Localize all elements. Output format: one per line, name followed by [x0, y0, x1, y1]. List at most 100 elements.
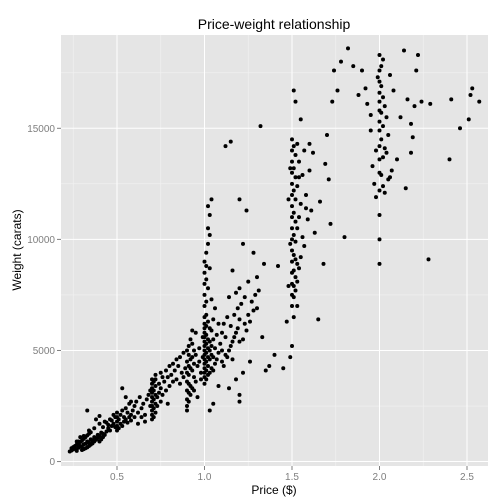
data-point	[207, 370, 212, 375]
data-point	[192, 375, 196, 380]
data-point	[356, 92, 361, 97]
data-point	[164, 368, 168, 373]
data-point	[207, 212, 212, 217]
data-point	[290, 192, 294, 197]
data-point	[129, 399, 133, 404]
data-point	[87, 428, 91, 433]
data-point	[134, 399, 139, 404]
data-point	[335, 88, 340, 93]
data-point	[244, 328, 249, 333]
data-point	[297, 266, 301, 271]
data-point	[230, 268, 235, 273]
chart-title: Price-weight relationship	[198, 16, 351, 32]
data-point	[97, 414, 102, 419]
data-point	[377, 212, 382, 217]
data-point	[251, 308, 256, 313]
data-point	[276, 264, 280, 269]
data-point	[206, 364, 210, 369]
data-point	[290, 215, 294, 220]
data-point	[384, 115, 389, 120]
data-point	[206, 286, 210, 291]
data-point	[209, 328, 214, 333]
data-point	[235, 326, 240, 331]
data-point	[244, 208, 249, 213]
data-point	[125, 420, 130, 425]
data-point	[381, 124, 385, 129]
data-point	[382, 146, 387, 151]
data-point	[295, 304, 300, 309]
data-point	[204, 359, 209, 364]
data-point	[213, 306, 217, 311]
data-point	[377, 188, 382, 193]
data-point	[123, 406, 128, 411]
data-point	[384, 150, 389, 155]
data-point	[202, 381, 207, 386]
data-point	[232, 335, 237, 340]
data-point	[242, 321, 247, 326]
data-point	[120, 424, 125, 429]
data-point	[297, 159, 301, 164]
data-point	[169, 372, 174, 377]
data-point	[202, 292, 207, 297]
data-point	[304, 192, 308, 197]
data-point	[409, 121, 413, 126]
data-point	[307, 168, 312, 173]
data-point	[195, 364, 200, 369]
data-point	[293, 175, 298, 180]
data-point	[111, 412, 116, 417]
data-point	[386, 177, 391, 182]
data-point	[78, 435, 83, 440]
data-point	[382, 104, 387, 109]
data-point	[379, 137, 384, 142]
data-point	[458, 126, 462, 131]
data-point	[323, 161, 328, 166]
data-point	[402, 48, 406, 53]
y-tick-label: 15000	[27, 124, 55, 135]
data-point	[253, 292, 258, 297]
data-point	[136, 410, 140, 415]
data-point	[477, 99, 482, 104]
data-point	[295, 226, 300, 231]
data-point	[290, 259, 294, 264]
data-point	[164, 388, 168, 393]
data-point	[186, 352, 191, 357]
data-point	[298, 117, 303, 122]
data-point	[377, 52, 382, 57]
data-point	[377, 68, 382, 73]
data-point	[69, 446, 74, 451]
data-point	[207, 408, 212, 413]
data-point	[211, 317, 216, 322]
data-point	[342, 235, 347, 240]
data-point	[328, 221, 333, 226]
data-point	[197, 346, 202, 351]
y-tick-label: 5000	[33, 346, 56, 357]
data-point	[120, 386, 125, 391]
data-point	[428, 101, 433, 106]
data-point	[249, 299, 254, 304]
data-point	[207, 266, 212, 271]
data-point	[377, 237, 382, 242]
data-point	[291, 284, 296, 289]
data-point	[204, 377, 209, 382]
data-point	[405, 97, 410, 102]
data-point	[321, 261, 326, 266]
data-point	[262, 261, 266, 266]
data-point	[248, 359, 252, 364]
data-point	[381, 155, 385, 160]
data-point	[293, 197, 298, 202]
data-point	[125, 410, 130, 415]
data-point	[227, 295, 231, 300]
data-point	[414, 68, 419, 73]
data-point	[160, 375, 165, 380]
data-point	[377, 99, 382, 104]
data-point	[255, 275, 259, 280]
data-point	[192, 361, 196, 366]
x-tick-label: 2.0	[373, 472, 387, 483]
data-point	[221, 364, 226, 369]
data-point	[377, 144, 382, 149]
data-point	[377, 79, 382, 84]
data-point	[130, 408, 135, 413]
data-point	[235, 306, 240, 311]
data-point	[211, 337, 216, 342]
data-point	[143, 412, 147, 417]
